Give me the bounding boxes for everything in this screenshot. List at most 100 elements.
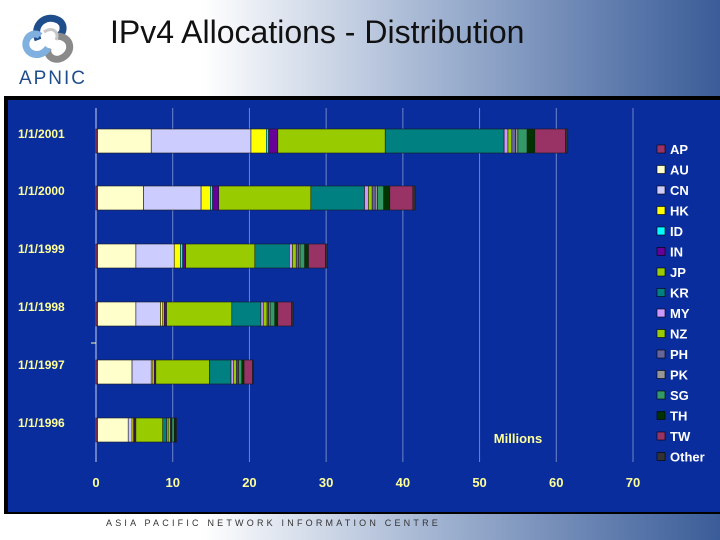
distribution-chart: 0 10 20 30 40 50 60 70 1/1/2001 1/1/2000 1/1/1999 1… xyxy=(18,108,705,490)
bar-segment-cn xyxy=(127,417,133,443)
bar-segment-nz xyxy=(507,128,513,154)
bar-segment-jp xyxy=(185,243,256,269)
bar-segment-hk xyxy=(173,243,181,269)
legend-label-au: AU xyxy=(670,163,689,178)
bar-segment-pk xyxy=(374,185,378,211)
legend-label-ap: AP xyxy=(670,142,688,157)
legend-label-hk: HK xyxy=(670,204,689,219)
bar-segment-tw xyxy=(308,243,326,269)
bar-segment-au xyxy=(97,243,137,269)
bar-segment-other xyxy=(565,128,569,154)
bar-segment-tw xyxy=(534,128,566,154)
bar-segment-au xyxy=(97,128,152,154)
legend-label-th: TH xyxy=(670,409,687,424)
bar-segment-my xyxy=(364,185,369,211)
bar-segment-jp xyxy=(277,128,386,154)
bar-segment-my xyxy=(260,301,264,327)
legend-swatch-pk xyxy=(656,370,666,379)
legend-label-sg: SG xyxy=(670,388,689,403)
bar-segment-other xyxy=(325,243,328,269)
bar-segment-cn xyxy=(135,243,175,269)
legend-label-id: ID xyxy=(670,224,683,239)
legend-label-nz: NZ xyxy=(670,327,687,342)
legend-swatch-th xyxy=(656,411,666,420)
apnic-emblem-icon xyxy=(22,14,74,63)
bar-segment-tw xyxy=(389,185,414,211)
apnic-logo: APNIC xyxy=(19,14,87,89)
x-tick-label: 10 xyxy=(165,475,179,490)
legend-swatch-nz xyxy=(656,329,666,338)
legend-swatch-other xyxy=(656,452,666,461)
bar-segment-kr xyxy=(254,243,290,269)
bar-segment-cn xyxy=(131,359,152,385)
bar-segment-jp xyxy=(135,417,164,443)
bar-segment-other xyxy=(252,359,254,385)
bar-segment-th xyxy=(526,128,536,154)
bar-segment-in xyxy=(212,185,220,211)
legend-label-in: IN xyxy=(670,245,683,260)
bar-segment-my xyxy=(503,128,509,154)
legend-swatch-hk xyxy=(656,206,666,215)
legend-label-ph: PH xyxy=(670,347,688,362)
bar-segment-nz xyxy=(368,185,373,211)
bar-segment-ph xyxy=(511,128,516,154)
legend-swatch-my xyxy=(656,308,666,318)
bar-segment-kr xyxy=(384,128,505,154)
bar-segment-id xyxy=(266,128,269,154)
bar-segment-sg xyxy=(377,185,384,211)
bar-segment-sg xyxy=(517,128,528,154)
legend-swatch-sg xyxy=(656,390,666,400)
category-label: 1/1/1999 xyxy=(18,242,65,256)
legend-swatch-kr xyxy=(656,288,666,297)
bar-segment-cn xyxy=(143,185,202,211)
bar-segment-hk xyxy=(160,301,164,327)
bar-segment-th xyxy=(304,243,309,269)
bar-segment-my xyxy=(230,359,234,385)
category-label: 1/1/2000 xyxy=(18,184,65,198)
chart-panel: 0 10 20 30 40 50 60 70 1/1/2001 1/1/2000 1/1/1999 1… xyxy=(8,100,720,512)
footer-text: ASIA PACIFIC NETWORK INFORMATION CENTRE xyxy=(106,518,441,528)
bar-segment-au xyxy=(97,185,144,211)
legend-label-jp: JP xyxy=(670,265,686,280)
bar-segment-in xyxy=(268,128,279,154)
bar-segment-sg xyxy=(171,417,175,443)
bar-segment-kr xyxy=(162,417,167,443)
legend-swatch-ph xyxy=(656,349,666,359)
bar-segment-cn xyxy=(150,128,252,154)
bar-segment-ph xyxy=(295,243,299,269)
bar-segment-kr xyxy=(231,301,262,327)
bar-segment-nz xyxy=(233,359,237,385)
category-label: 1/1/1997 xyxy=(18,358,65,372)
x-tick-label: 20 xyxy=(242,475,256,490)
legend-label-kr: KR xyxy=(670,286,689,301)
bar-segment-id xyxy=(180,243,183,269)
bar-segment-other xyxy=(175,417,177,443)
bar-segment-hk xyxy=(200,185,211,211)
category-label: 1/1/2001 xyxy=(18,127,65,141)
bar-segment-th xyxy=(274,301,279,327)
page-title: IPv4 Allocations - Distribution xyxy=(110,14,525,50)
bar-segment-tw xyxy=(243,359,253,385)
bar-segment-jp xyxy=(155,359,210,385)
legend-swatch-id xyxy=(656,226,666,236)
bar-segment-in xyxy=(163,301,167,327)
legend-label-pk: PK xyxy=(670,368,689,383)
bar-segment-jp xyxy=(218,185,312,211)
category-label: 1/1/1996 xyxy=(18,416,65,430)
bar-segment-other xyxy=(291,301,294,327)
category-label: 1/1/1998 xyxy=(18,300,65,314)
bar-segment-my xyxy=(289,243,293,269)
x-tick-label: 60 xyxy=(549,475,563,490)
x-tick-label: 0 xyxy=(92,475,99,490)
x-axis-label: Millions xyxy=(494,431,542,446)
bar-segment-au xyxy=(97,417,129,443)
legend-swatch-ap xyxy=(656,144,666,154)
legend-swatch-tw xyxy=(656,431,666,441)
legend-label-other: Other xyxy=(670,450,705,465)
bar-segment-au xyxy=(97,301,137,327)
bar-segment-sg xyxy=(299,243,305,269)
logo-text: APNIC xyxy=(19,68,87,89)
bar-segment-th xyxy=(241,359,245,385)
bar-segment-th xyxy=(383,185,391,211)
x-tick-label: 40 xyxy=(396,475,410,490)
